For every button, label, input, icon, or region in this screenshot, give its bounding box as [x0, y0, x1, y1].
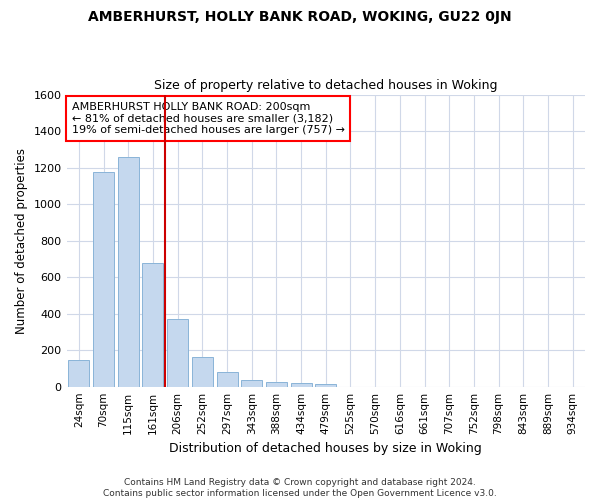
- Text: Contains HM Land Registry data © Crown copyright and database right 2024.
Contai: Contains HM Land Registry data © Crown c…: [103, 478, 497, 498]
- Bar: [266, 382, 287, 386]
- Bar: [142, 264, 163, 386]
- Bar: [192, 356, 213, 386]
- Bar: [93, 172, 114, 386]
- Bar: [167, 319, 188, 386]
- Bar: [217, 372, 238, 386]
- X-axis label: Distribution of detached houses by size in Woking: Distribution of detached houses by size …: [169, 442, 482, 455]
- Text: AMBERHURST HOLLY BANK ROAD: 200sqm
← 81% of detached houses are smaller (3,182)
: AMBERHURST HOLLY BANK ROAD: 200sqm ← 81%…: [72, 102, 345, 135]
- Bar: [290, 383, 311, 386]
- Bar: [241, 380, 262, 386]
- Text: AMBERHURST, HOLLY BANK ROAD, WOKING, GU22 0JN: AMBERHURST, HOLLY BANK ROAD, WOKING, GU2…: [88, 10, 512, 24]
- Y-axis label: Number of detached properties: Number of detached properties: [15, 148, 28, 334]
- Bar: [68, 360, 89, 386]
- Title: Size of property relative to detached houses in Woking: Size of property relative to detached ho…: [154, 79, 497, 92]
- Bar: [315, 384, 336, 386]
- Bar: [118, 157, 139, 386]
